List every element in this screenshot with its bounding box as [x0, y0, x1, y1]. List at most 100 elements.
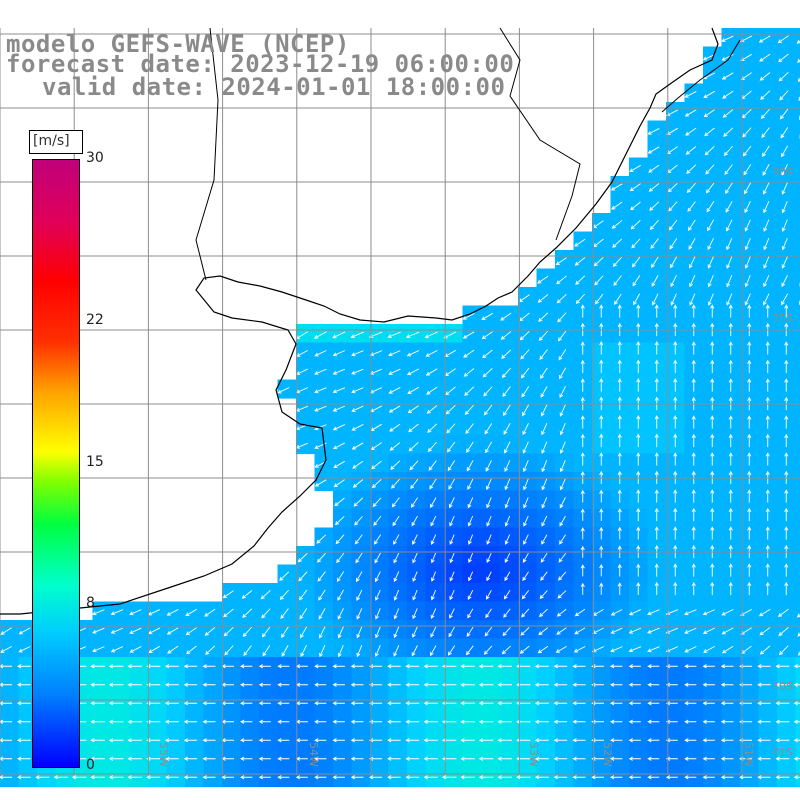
- wind-arrow: [240, 775, 253, 780]
- wind-arrow: [599, 564, 604, 577]
- wind-arrow: [710, 563, 715, 577]
- wind-arrow: [430, 515, 437, 527]
- wind-arrow: [556, 275, 567, 285]
- wind-arrow: [519, 330, 530, 341]
- wind-arrow: [670, 256, 678, 269]
- wind-arrow: [765, 563, 770, 577]
- wind-arrow: [497, 756, 512, 761]
- wind-arrow: [146, 756, 161, 761]
- wind-arrow: [704, 127, 715, 137]
- wind-arrow: [350, 664, 364, 669]
- wind-arrow: [478, 775, 494, 780]
- wind-arrow: [707, 256, 714, 269]
- wind-arrow: [710, 581, 715, 596]
- wind-arrow: [0, 756, 13, 761]
- wind-arrow: [778, 53, 789, 63]
- wind-arrow: [405, 738, 420, 743]
- wind-arrow: [728, 581, 733, 596]
- wind-arrow: [523, 478, 529, 491]
- wind-arrow: [728, 304, 733, 318]
- wind-arrow: [775, 701, 790, 706]
- wind-arrow: [673, 341, 678, 355]
- wind-arrow: [648, 183, 660, 192]
- wind-arrow: [316, 552, 326, 563]
- wind-arrow: [146, 664, 161, 669]
- wind-arrow: [261, 608, 271, 619]
- wind-arrow: [691, 433, 696, 448]
- wind-arrow: [710, 452, 715, 466]
- wind-arrow: [318, 589, 326, 601]
- wind-arrow: [356, 608, 363, 620]
- wind-arrow: [368, 756, 383, 761]
- wind-arrow: [277, 701, 290, 706]
- wind-arrow: [521, 608, 530, 618]
- wind-arrow: [781, 293, 789, 306]
- wind-arrow: [760, 108, 770, 120]
- wind-arrow: [279, 571, 290, 581]
- wind-arrow: [0, 775, 13, 780]
- wind-arrow: [763, 219, 770, 232]
- wind-arrow: [710, 378, 715, 392]
- wind-arrow: [763, 274, 770, 288]
- wind-arrow: [631, 256, 641, 268]
- wind-arrow: [613, 275, 622, 287]
- wind-arrow: [316, 534, 327, 544]
- wind-arrow: [389, 423, 401, 432]
- wind-arrow: [486, 515, 492, 527]
- wind-arrow: [467, 515, 474, 527]
- wind-arrow: [721, 627, 734, 635]
- wind-arrow: [0, 664, 13, 669]
- wind-arrow: [540, 386, 548, 398]
- wind-arrow: [609, 738, 623, 743]
- wind-arrow: [332, 424, 346, 431]
- wind-arrow: [368, 719, 383, 724]
- wind-arrow: [765, 489, 770, 503]
- wind-arrow: [654, 452, 659, 466]
- wind-arrow: [775, 756, 790, 761]
- wind-arrow: [747, 415, 752, 429]
- wind-arrow: [534, 664, 549, 669]
- wind-arrow: [636, 526, 641, 540]
- wind-arrow: [687, 201, 696, 213]
- wind-arrow: [610, 609, 623, 616]
- wind-arrow: [762, 145, 770, 157]
- wind-arrow: [368, 682, 383, 687]
- wind-arrow: [702, 627, 716, 634]
- wind-cell: [795, 287, 800, 307]
- wind-arrow: [591, 701, 604, 706]
- wind-arrow: [673, 433, 678, 448]
- wind-arrow: [617, 415, 622, 429]
- wind-arrow: [426, 386, 438, 395]
- wind-arrow: [580, 564, 585, 577]
- wind-arrow: [574, 238, 586, 247]
- wind-arrow: [429, 478, 437, 490]
- wind-arrow: [744, 293, 751, 306]
- wind-arrow: [92, 609, 105, 616]
- wind-cell: [795, 231, 800, 251]
- wind-arrow: [553, 719, 568, 724]
- wind-arrow: [720, 738, 734, 743]
- wind-arrow: [146, 719, 161, 724]
- wind-arrow: [279, 589, 289, 601]
- wind-arrow: [617, 526, 622, 540]
- wind-arrow: [522, 441, 529, 454]
- wind-arrow: [534, 701, 549, 706]
- wind-arrow: [784, 304, 789, 318]
- wind-arrow: [724, 164, 733, 176]
- wind-arrow: [224, 645, 234, 656]
- wind-arrow: [617, 359, 622, 374]
- wind-arrow: [558, 349, 567, 361]
- wind-arrow: [129, 609, 142, 616]
- wind-arrow: [332, 368, 346, 375]
- wind-arrow: [556, 293, 567, 304]
- wind-arrow: [580, 489, 585, 503]
- wind-arrow: [17, 775, 31, 780]
- wind-cell: [795, 342, 800, 362]
- unit-box: [29, 130, 83, 154]
- wind-arrow: [558, 552, 567, 563]
- wind-arrow: [744, 182, 752, 195]
- wind-arrow: [53, 775, 68, 780]
- wind-arrow: [703, 109, 715, 118]
- wind-arrow: [497, 738, 512, 743]
- wind-arrow: [665, 664, 678, 669]
